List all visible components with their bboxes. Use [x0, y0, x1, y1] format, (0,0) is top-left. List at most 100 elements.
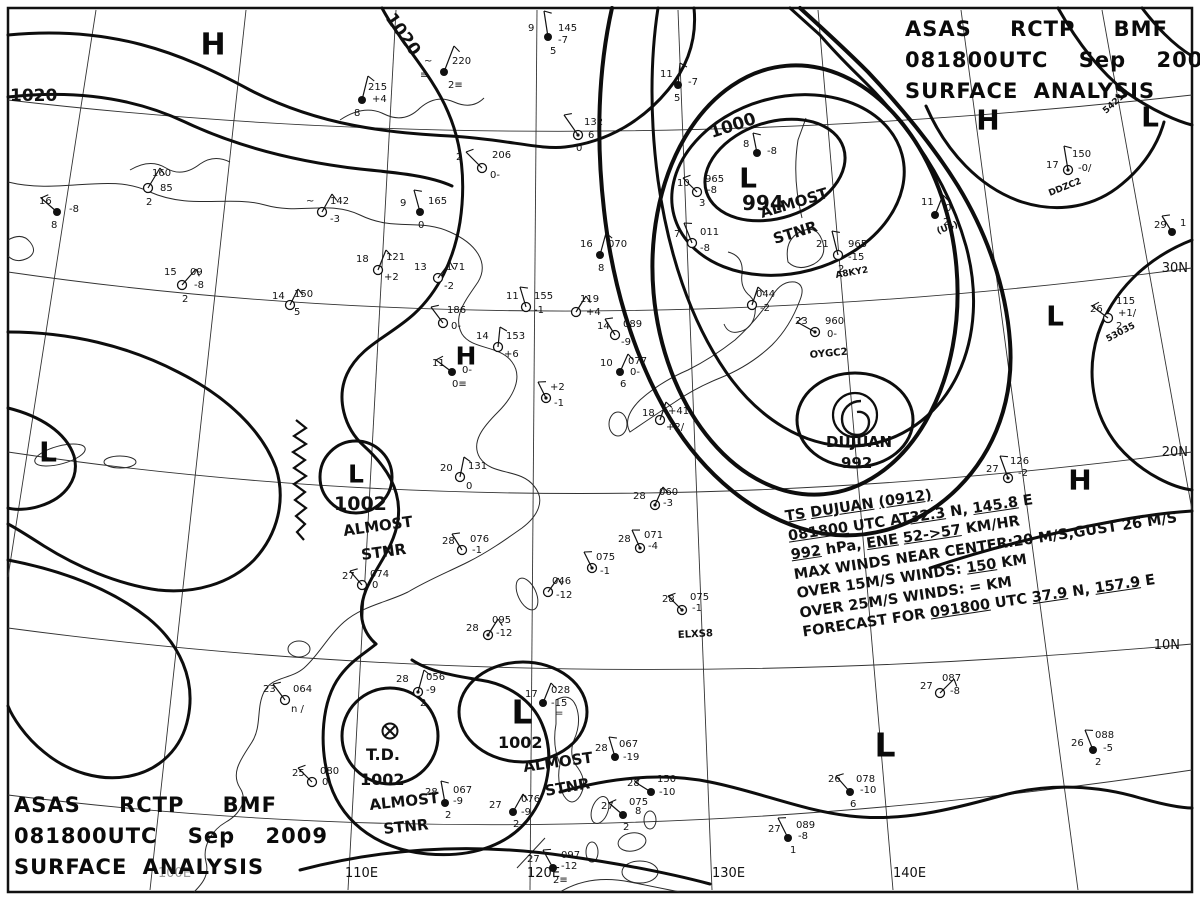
map-label: 1002 — [334, 493, 387, 515]
station-plot: 28 067-92 — [425, 780, 472, 821]
station-plot: 9 165 0 — [400, 189, 447, 231]
station-value: 1 — [790, 845, 796, 856]
station-value: 142 — [330, 196, 349, 207]
longitude-label: 140E — [893, 866, 926, 881]
wind-barb — [619, 353, 629, 373]
wind-barb — [777, 817, 789, 839]
station-value: 153 — [506, 331, 525, 342]
map-label: ALMOST — [758, 184, 831, 222]
wind-barb — [1063, 145, 1069, 171]
station-plot: +2-1 — [537, 381, 565, 409]
station-value: 0 — [322, 777, 328, 788]
station-value: 071 — [644, 530, 663, 541]
station-value: +4 — [372, 94, 387, 105]
station-value: 27 — [768, 824, 781, 835]
station-plot: 28 071-4 — [618, 529, 663, 554]
station-value: ~ — [424, 56, 432, 67]
station-value: 14 — [476, 331, 489, 342]
wind-barb — [583, 551, 593, 569]
station-value: 077 — [628, 356, 647, 367]
chart-type: SURFACE ANALYSIS — [905, 79, 1156, 103]
station-value: -12 — [496, 628, 512, 639]
station-value: 27 — [527, 854, 540, 865]
map-label: ALMOST — [342, 512, 414, 540]
station-value: 132 — [584, 117, 603, 128]
wind-barb — [1084, 729, 1094, 751]
chart-source: ASAS RCTP BMF — [14, 793, 277, 817]
station-plot: 18 121 +2 — [356, 249, 405, 283]
wind-barb — [682, 177, 698, 193]
station-value: 1 — [1180, 218, 1186, 229]
station-value: 056 — [426, 672, 445, 683]
station-value: 13 — [414, 262, 427, 273]
station-value: -9 — [521, 807, 531, 818]
pressure-center-l: L — [1141, 101, 1159, 134]
chart-datetime: 081800UTC Sep 2009 — [905, 48, 1200, 72]
station-value: 186 — [447, 305, 466, 316]
station-value: -9 — [426, 685, 436, 696]
station-value: -1 — [472, 545, 482, 556]
station-plot: 28 056 -92 — [396, 669, 445, 709]
wind-barb — [435, 359, 453, 373]
station-value: 0- — [827, 329, 837, 340]
station-value: 2 — [146, 197, 152, 208]
station-value: 28 — [633, 491, 646, 502]
wind-barb — [272, 683, 286, 701]
station-plot: 16 -8 8 — [39, 194, 79, 231]
station-value: 5 — [674, 93, 680, 104]
station-value: -5 — [1103, 743, 1113, 754]
station-value: 8 — [354, 108, 360, 119]
wind-barb — [497, 326, 501, 348]
station-value: 215 — [368, 82, 387, 93]
map-border — [6, 6, 1194, 894]
station-plot: 23 960 0- — [795, 316, 844, 340]
wind-barb — [519, 286, 527, 308]
map-label: 994 — [742, 191, 784, 215]
station-value: -9 — [621, 337, 631, 348]
station-value: -2 — [760, 303, 770, 314]
station-plot: 11 155 -1 — [506, 286, 553, 316]
station-value: 5 — [294, 307, 300, 318]
station-value: 2 — [1116, 321, 1122, 332]
station-value: 2 — [420, 698, 426, 709]
station-value: 16 — [39, 196, 52, 207]
station-value: 088 — [1095, 730, 1114, 741]
station-value: 165 — [428, 196, 447, 207]
station-value: 064 — [293, 684, 312, 695]
wind-barb — [451, 533, 463, 551]
tropical-storm-icon — [840, 399, 871, 437]
longitude-label: 100E — [158, 866, 191, 881]
station-value: 2≡ — [553, 875, 568, 886]
station-value: 18 — [642, 408, 655, 419]
station-plot: 27 076 -92 — [489, 793, 540, 830]
station-plot: 28 150 -10 — [627, 774, 676, 798]
station-value: 8 — [598, 263, 604, 274]
wind-barb — [1091, 305, 1109, 319]
station-value: 171 — [446, 262, 465, 273]
station-value: 85 — [160, 183, 173, 194]
station-plot: 119+4 — [570, 294, 601, 318]
station-value: 27 — [489, 800, 502, 811]
station-value: 21 — [816, 239, 829, 250]
station-value: -0/ — [1078, 163, 1092, 174]
station-value: 17 — [1046, 160, 1059, 171]
station-plot: 21 965 -15 2 — [816, 230, 867, 275]
wind-barb — [377, 249, 387, 271]
station-value: 097 — [561, 850, 580, 861]
station-value: 150 — [1072, 149, 1091, 160]
station-value: 27 — [342, 571, 355, 582]
chart-datetime: 081800UTC Sep 2009 — [14, 824, 328, 848]
longitude-label: 120E — [527, 866, 560, 881]
wind-barb — [677, 62, 681, 86]
station-value: ≡ — [420, 70, 428, 81]
station-value: 16 — [580, 239, 593, 250]
wind-barb — [459, 456, 465, 478]
wind-barb — [537, 381, 547, 399]
station-value: +2 — [384, 272, 399, 283]
station-value: 2 — [1095, 757, 1101, 768]
station-value: -1 — [554, 398, 564, 409]
station-value: 09 — [190, 267, 203, 278]
longitude-label: 110E — [345, 866, 378, 881]
wind-barb — [487, 618, 499, 636]
